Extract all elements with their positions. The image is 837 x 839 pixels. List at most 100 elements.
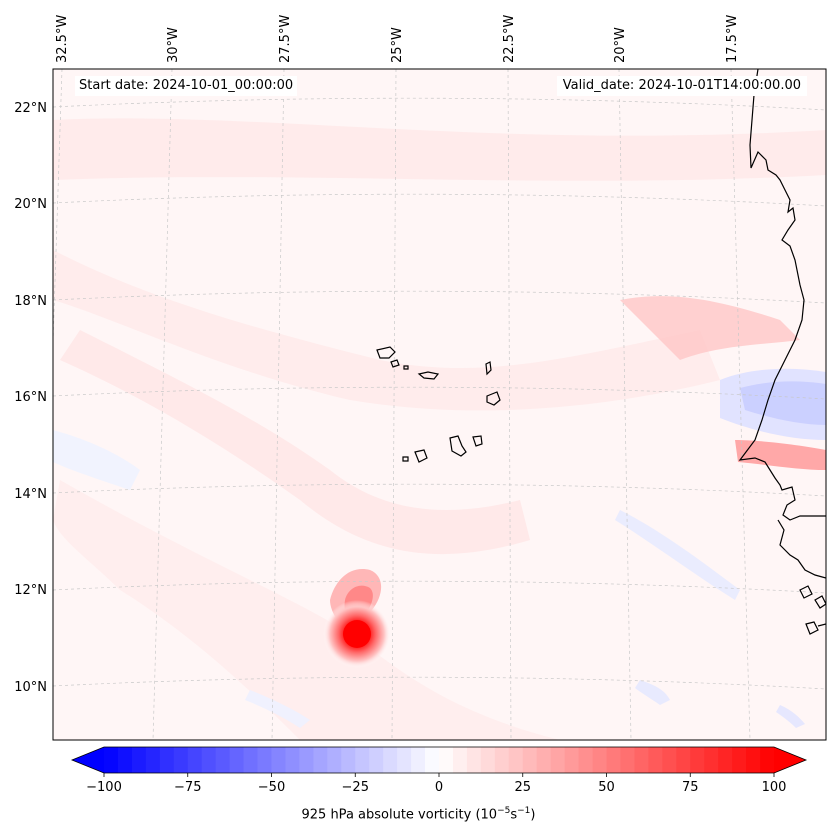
sal bbox=[485, 361, 492, 376]
lon-label: 20°W bbox=[613, 27, 628, 63]
gridline-lat bbox=[53, 290, 826, 304]
colorbar-bin bbox=[299, 747, 314, 773]
colorbar-bin bbox=[718, 747, 733, 773]
colorbar-arrow-max bbox=[774, 747, 806, 773]
colorbar-bin bbox=[131, 747, 147, 773]
colorbar-bin bbox=[117, 747, 133, 773]
colorbar-tick-label: −100 bbox=[86, 780, 122, 795]
colorbar-bin bbox=[564, 747, 579, 773]
blue-streak-se1 bbox=[615, 510, 740, 600]
gridline-lat bbox=[53, 97, 826, 111]
colorbar-label-mid: s bbox=[510, 807, 518, 823]
brava bbox=[402, 456, 409, 462]
lon-label: 25°W bbox=[390, 27, 405, 63]
colorbar-bin bbox=[746, 747, 761, 773]
bijagos-islands bbox=[799, 585, 826, 635]
latitude-labels: 22°N 20°N 18°N 16°N 14°N 12°N 10°N bbox=[14, 101, 47, 695]
start-date-label: Start date: 2024-10-01_00:00:00 bbox=[75, 76, 298, 96]
colorbar-bin bbox=[159, 747, 175, 773]
colorbar-bin bbox=[634, 747, 649, 773]
lon-label: 17.5°W bbox=[725, 15, 740, 63]
colorbar-bin bbox=[104, 747, 119, 773]
boa-vista bbox=[486, 391, 501, 406]
pink-band-north bbox=[53, 118, 826, 181]
colorbar-bin bbox=[229, 747, 244, 773]
santo-antao bbox=[376, 346, 396, 359]
lon-label: 30°W bbox=[166, 27, 181, 63]
colorbar-bin bbox=[187, 747, 203, 773]
blue-streak-sw bbox=[245, 690, 310, 728]
pink-band-south bbox=[53, 480, 560, 740]
colorbar-bin bbox=[327, 747, 342, 773]
colorbar-label-exp1: −5 bbox=[497, 806, 511, 816]
colorbar-bin bbox=[145, 747, 161, 773]
gridline-lat bbox=[53, 483, 826, 497]
colorbar-bin bbox=[760, 747, 775, 773]
colorbar-tick-label: −75 bbox=[174, 780, 201, 795]
colorbar: −100 −75 −50 −25 0 25 50 75 100 bbox=[70, 746, 808, 795]
vorticity-field bbox=[53, 69, 826, 740]
guinea-coast bbox=[777, 519, 826, 579]
lat-label: 12°N bbox=[14, 583, 47, 598]
lat-label: 14°N bbox=[14, 487, 47, 502]
colorbar-bin bbox=[578, 747, 593, 773]
lat-label: 22°N bbox=[14, 101, 47, 116]
lat-label: 10°N bbox=[14, 680, 47, 695]
pink-band-mid bbox=[53, 250, 720, 411]
colorbar-bin bbox=[620, 747, 635, 773]
colorbar-bin bbox=[606, 747, 621, 773]
colorbar-bin bbox=[257, 747, 272, 773]
colorbar-bin bbox=[383, 747, 398, 773]
coastal-pink-strip bbox=[735, 440, 826, 470]
colorbar-bin bbox=[648, 747, 663, 773]
longitude-labels: 32.5°W 30°W 27.5°W 25°W 22.5°W 20°W 17.5… bbox=[55, 15, 740, 63]
colorbar-bin bbox=[201, 747, 217, 773]
colorbar-label-text: 925 hPa absolute vorticity (10 bbox=[301, 807, 498, 823]
colorbar-bin bbox=[285, 747, 300, 773]
colorbar-bin bbox=[271, 747, 286, 773]
colorbar-bin bbox=[676, 747, 691, 773]
colorbar-label: 925 hPa absolute vorticity (10−5s−1) bbox=[0, 806, 837, 822]
gridline-lat bbox=[53, 386, 826, 400]
gridlines bbox=[53, 69, 826, 740]
colorbar-bin bbox=[425, 747, 440, 773]
gridline-lat bbox=[53, 580, 826, 594]
blue-patch-coast-core bbox=[740, 381, 826, 425]
colorbar-bin bbox=[215, 747, 231, 773]
colorbar-tick-label: −50 bbox=[258, 780, 285, 795]
pink-band-diagonal bbox=[60, 330, 530, 555]
lon-label: 27.5°W bbox=[278, 15, 293, 63]
colorbar-bin bbox=[313, 747, 328, 773]
colorbar-bin bbox=[341, 747, 356, 773]
colorbar-bin bbox=[355, 747, 370, 773]
gridline-lon bbox=[730, 69, 751, 740]
lon-label: 32.5°W bbox=[55, 15, 70, 63]
colorbar-tick-label: −25 bbox=[342, 780, 369, 795]
blue-streak-se2 bbox=[635, 680, 670, 705]
colorbar-bin bbox=[732, 747, 747, 773]
colorbar-bin bbox=[494, 747, 510, 773]
colorbar-label-exp2: −1 bbox=[517, 806, 531, 816]
gridline-lon bbox=[391, 69, 397, 740]
vortex-core bbox=[343, 620, 371, 648]
colorbar-tick-label: 75 bbox=[682, 780, 699, 795]
colorbar-bin bbox=[592, 747, 607, 773]
colorbar-bin bbox=[411, 747, 426, 773]
gridline-lon bbox=[152, 69, 173, 740]
colorbar-bin bbox=[369, 747, 384, 773]
colorbar-bin bbox=[662, 747, 677, 773]
pink-band-coast bbox=[620, 296, 800, 360]
sao-nicolau bbox=[417, 371, 440, 380]
colorbar-bin bbox=[439, 747, 454, 773]
fogo bbox=[414, 449, 428, 463]
colorbar-tick-label: 50 bbox=[598, 780, 615, 795]
lat-label: 20°N bbox=[14, 197, 47, 212]
santiago bbox=[449, 435, 467, 457]
colorbar-bins bbox=[104, 747, 775, 773]
gridline-lon bbox=[507, 69, 512, 740]
colorbar-bin bbox=[690, 747, 705, 773]
gridline-lat bbox=[53, 676, 826, 690]
gridline-lon bbox=[618, 69, 632, 740]
africa-coastline bbox=[738, 69, 826, 521]
